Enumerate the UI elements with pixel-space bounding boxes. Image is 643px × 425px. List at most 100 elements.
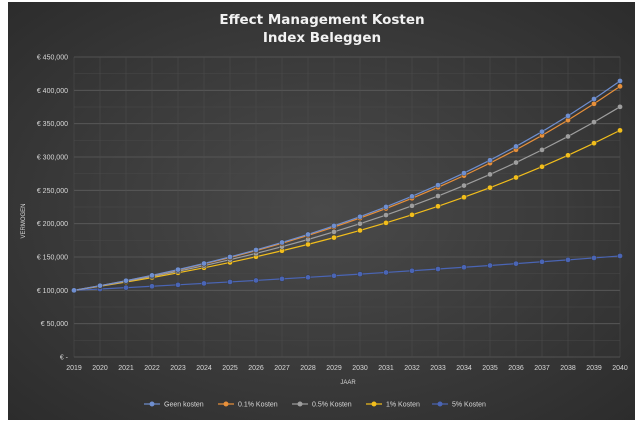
data-point	[357, 213, 363, 220]
data-point	[305, 241, 311, 248]
data-point	[565, 152, 571, 159]
x-tick-label: 2040	[612, 365, 628, 372]
data-point	[279, 276, 285, 282]
data-point	[253, 277, 259, 284]
data-point	[383, 204, 389, 210]
data-point	[435, 182, 441, 188]
x-tick-label: 2019	[66, 365, 82, 372]
y-tick-label: € 200,000	[37, 221, 68, 228]
data-point	[331, 229, 337, 235]
legend-swatch-marker	[223, 401, 229, 407]
data-point	[71, 287, 77, 294]
data-point	[97, 282, 103, 289]
data-point	[591, 101, 597, 107]
x-tick-label: 2035	[482, 365, 498, 372]
y-tick-label: € 350,000	[37, 121, 68, 128]
data-point	[409, 203, 415, 209]
data-point	[409, 267, 415, 274]
data-point	[617, 104, 623, 110]
legend-item: 5% Kosten	[432, 401, 486, 409]
data-point	[565, 133, 571, 140]
y-tick-label: € 150,000	[37, 255, 68, 262]
y-tick-label: € 450,000	[37, 55, 68, 62]
x-tick-label: 2037	[534, 365, 550, 372]
data-point	[279, 239, 285, 246]
data-point	[357, 271, 363, 277]
legend-label: 0.5% Kosten	[312, 402, 352, 409]
data-point	[461, 264, 467, 271]
series-line	[73, 129, 621, 291]
data-point	[565, 257, 571, 263]
data-point	[253, 247, 259, 253]
data-point	[591, 119, 597, 125]
data-point	[487, 157, 493, 163]
data-point	[487, 171, 493, 178]
data-point	[539, 147, 545, 153]
data-point	[409, 193, 415, 200]
x-tick-label: 2036	[508, 365, 524, 372]
x-tick-label: 2023	[170, 365, 186, 372]
data-point	[539, 258, 545, 265]
data-point	[435, 193, 441, 199]
data-point	[461, 170, 467, 176]
data-point	[591, 140, 597, 146]
data-point	[305, 231, 311, 238]
x-axis-ticks: 2019 2020 2021 2022 2023 2024 2025 2026 2027 2028…	[66, 365, 628, 372]
data-point	[617, 127, 623, 134]
data-point	[513, 260, 519, 267]
data-point	[383, 212, 389, 218]
data-point	[123, 277, 129, 284]
data-point	[617, 253, 623, 259]
data-point	[487, 262, 493, 269]
legend-swatch-marker	[371, 401, 377, 407]
data-point	[435, 203, 441, 210]
data-point	[227, 254, 233, 260]
y-tick-label: € 400,000	[37, 88, 68, 95]
data-point	[461, 194, 467, 201]
y-axis-ticks: € - € 50,000 € 100,000 € 150,000 € 200,000 € …	[37, 55, 69, 362]
data-point	[435, 266, 441, 272]
legend-item: 1% Kosten	[366, 401, 420, 409]
data-point	[513, 159, 519, 166]
data-point	[123, 284, 129, 291]
data-point	[565, 113, 571, 119]
x-tick-label: 2039	[586, 365, 602, 372]
x-tick-label: 2020	[92, 365, 108, 372]
data-point	[513, 143, 519, 150]
series-1-kosten	[71, 127, 623, 294]
legend-swatch-marker	[149, 401, 155, 407]
x-tick-label: 2038	[560, 365, 576, 372]
series-line	[73, 80, 621, 291]
data-point	[617, 78, 623, 84]
series-line	[73, 255, 621, 291]
data-point	[227, 279, 233, 285]
x-tick-label: 2025	[222, 365, 238, 372]
data-point	[331, 223, 337, 229]
data-point	[383, 220, 389, 226]
x-tick-label: 2027	[274, 365, 290, 372]
x-axis-label: JAAR	[340, 380, 356, 386]
legend-swatch-marker	[437, 401, 443, 407]
legend: Geen kosten 0.1% Kosten 0.5% Kosten 1% Kost…	[144, 401, 486, 409]
x-tick-label: 2022	[144, 365, 160, 372]
data-point	[201, 280, 207, 287]
x-tick-label: 2028	[300, 365, 316, 372]
y-tick-label: € -	[60, 355, 69, 362]
legend-label: 0.1% Kosten	[238, 402, 278, 409]
legend-label: 5% Kosten	[452, 402, 486, 409]
data-point	[357, 227, 363, 234]
legend-label: Geen kosten	[164, 402, 204, 409]
data-point	[175, 282, 181, 288]
data-point	[409, 212, 415, 218]
data-point	[331, 272, 337, 279]
series-5-kosten	[71, 253, 623, 294]
y-axis-label: VERMOGEN	[21, 203, 27, 238]
series-lines	[71, 78, 623, 294]
series-0-5-kosten	[71, 104, 623, 294]
legend-swatch-marker	[297, 401, 303, 407]
series-geen-kosten	[71, 78, 623, 294]
legend-item: 0.1% Kosten	[218, 401, 278, 409]
data-point	[487, 184, 493, 191]
data-point	[513, 174, 519, 181]
legend-item: 0.5% Kosten	[292, 401, 352, 409]
